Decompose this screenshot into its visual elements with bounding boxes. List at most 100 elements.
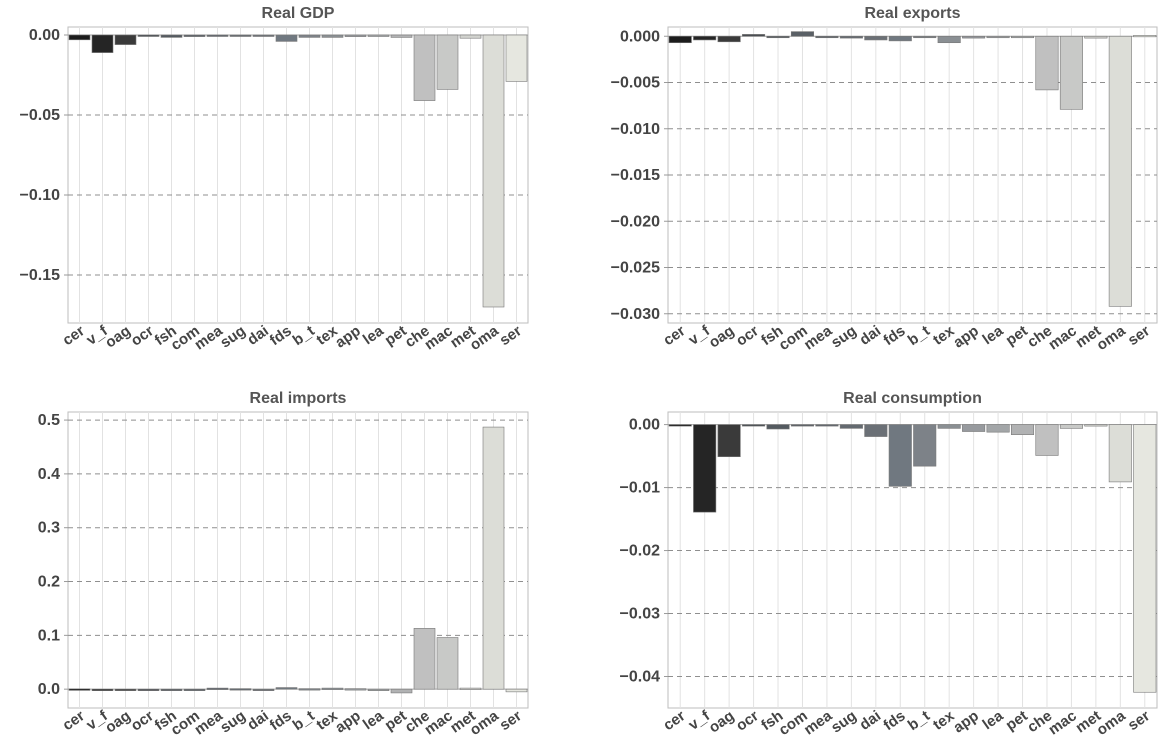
xtick-label: app — [950, 707, 982, 736]
xtick-label: b_t — [905, 322, 933, 349]
bar-met — [459, 34, 482, 39]
bar-ocr — [742, 34, 766, 37]
bar-met — [1084, 35, 1108, 39]
bar-mac — [1059, 35, 1083, 110]
bar-fds — [275, 34, 298, 42]
bar-mea — [815, 35, 839, 39]
bar-dai — [252, 688, 275, 691]
xtick-label: sug — [217, 322, 249, 351]
ytick-label: 0.000 — [620, 28, 660, 45]
bar-app — [962, 35, 986, 39]
chart-title: Real GDP — [262, 5, 335, 22]
chart-panel-1: 0.00−0.05−0.10−0.15cerv_foagocrfshcommea… — [20, 5, 529, 354]
xtick-label: sug — [828, 707, 860, 736]
bar-mac — [1059, 424, 1083, 429]
bar-pet — [390, 34, 413, 38]
bar-cer — [68, 34, 91, 41]
plot-frame — [67, 26, 529, 324]
chart-title: Real imports — [250, 390, 347, 407]
ytick-label: 0.2 — [38, 574, 60, 591]
bar-ocr — [137, 34, 160, 37]
bar-com — [183, 34, 206, 37]
xtick-label: ser — [497, 707, 525, 734]
bar-pet — [1010, 35, 1035, 39]
ytick-label: −0.025 — [611, 260, 660, 277]
bar-ser — [505, 34, 528, 82]
xtick-label: cer — [660, 707, 688, 734]
ytick-label: 0.4 — [38, 466, 60, 483]
bar-fds — [888, 424, 912, 487]
ytick-label: −0.15 — [20, 267, 61, 284]
bar-mea — [206, 687, 229, 690]
bar-oag — [717, 35, 741, 43]
bar-lea — [986, 35, 1010, 39]
bar-cer — [68, 688, 91, 691]
xtick-label: ser — [1125, 322, 1153, 349]
bar-v_f — [693, 35, 717, 41]
bar-fsh — [160, 688, 183, 691]
bar-fsh — [160, 34, 183, 38]
bar-sug — [839, 424, 863, 429]
bar-oma — [482, 34, 505, 308]
bar-v_f — [693, 424, 717, 513]
bar-pet — [1010, 424, 1035, 435]
bar-che — [413, 628, 436, 690]
bar-ser — [1133, 424, 1157, 693]
bar-che — [1035, 424, 1059, 456]
bar-com — [790, 424, 815, 427]
bar-mea — [206, 34, 229, 37]
ytick-label: −0.05 — [20, 107, 61, 124]
bar-sug — [229, 34, 252, 37]
bar-ser — [1133, 35, 1157, 38]
xtick-label: cer — [660, 322, 688, 349]
bar-com — [183, 688, 206, 691]
bar-oag — [114, 688, 137, 691]
bar-ocr — [137, 688, 160, 691]
ytick-label: −0.02 — [620, 543, 661, 560]
plot-frame — [667, 411, 1158, 709]
bar-pet — [390, 688, 413, 694]
bar-b_t — [298, 34, 321, 38]
bar-lea — [986, 424, 1010, 433]
bar-che — [1035, 35, 1059, 91]
ytick-label: 0.5 — [38, 412, 60, 429]
bar-oma — [1108, 35, 1132, 307]
bar-sug — [229, 688, 252, 691]
xtick-label: ser — [1125, 707, 1153, 734]
bar-fsh — [766, 35, 790, 39]
xtick-label: ser — [497, 322, 525, 349]
bar-fds — [888, 35, 912, 42]
bar-sug — [839, 35, 863, 39]
bar-fsh — [766, 424, 790, 430]
chart-title: Real exports — [864, 5, 960, 22]
bar-fds — [275, 687, 298, 690]
bar-tex — [937, 424, 961, 429]
ytick-label: 0.3 — [38, 520, 60, 537]
bar-v_f — [91, 34, 114, 53]
ytick-label: 0.1 — [38, 627, 60, 644]
plot-frame — [67, 411, 529, 709]
bar-v_f — [91, 688, 114, 691]
bar-dai — [864, 424, 888, 437]
xtick-label: b_t — [905, 707, 933, 734]
bar-tex — [321, 687, 344, 690]
xtick-label: oma — [1094, 707, 1130, 739]
bar-app — [962, 424, 986, 432]
bar-com — [790, 31, 815, 37]
ytick-label: −0.03 — [620, 606, 661, 623]
bar-met — [459, 687, 482, 690]
ytick-label: −0.020 — [611, 213, 660, 230]
xtick-label: app — [332, 322, 364, 351]
xtick-label: oma — [1094, 322, 1130, 354]
ytick-label: 0.00 — [629, 417, 660, 434]
chart-panel-3: 0.00.10.20.30.40.5cerv_foagocrfshcommeas… — [38, 390, 529, 739]
bar-lea — [367, 34, 390, 37]
bar-lea — [367, 688, 390, 691]
ytick-label: −0.005 — [611, 75, 660, 92]
ytick-label: 0.0 — [38, 681, 60, 698]
bar-che — [413, 34, 436, 101]
bar-app — [344, 688, 367, 691]
ytick-label: 0.00 — [29, 27, 60, 44]
bar-dai — [252, 34, 275, 37]
